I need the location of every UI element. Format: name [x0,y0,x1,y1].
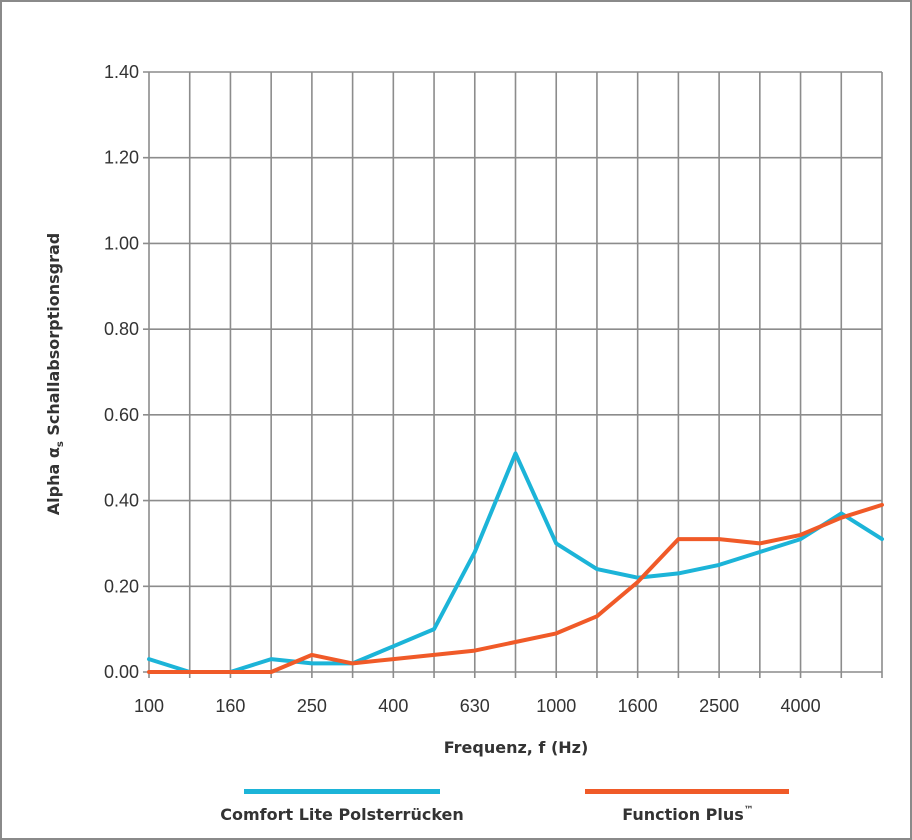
x-tick-label: 100 [134,696,164,716]
y-tick-label: 1.00 [104,233,139,253]
series-lines [147,451,884,674]
x-axis-title: Frequenz, f (Hz) [444,738,589,757]
y-tick-label: 1.40 [104,62,139,82]
x-tick-label: 630 [460,696,490,716]
legend-swatch-comfort-lite [244,789,440,794]
y-tick-label: 0.80 [104,319,139,339]
y-tick-labels: 0.00 0.20 0.40 0.60 0.80 1.00 1.20 1.40 [104,62,139,682]
y-axis-title: Alpha αs Schallabsorptionsgrad [44,233,66,516]
grid [143,71,883,678]
y-tick-label: 1.20 [104,148,139,168]
legend-label-function-plus: Function Plus™ [622,805,754,824]
legend-swatch-function-plus [585,789,789,794]
legend: Comfort Lite Polsterrücken Function Plus… [220,789,789,824]
x-tick-label: 250 [297,696,327,716]
y-tick-label: 0.40 [104,491,139,511]
y-tick-label: 0.60 [104,405,139,425]
x-tick-label: 2500 [699,696,739,716]
x-tick-label: 400 [378,696,408,716]
x-tick-labels: 100 160 250 400 630 1000 1600 2500 4000 [134,696,821,716]
y-tick-label: 0.20 [104,576,139,596]
x-tick-label: 1000 [536,696,576,716]
x-tick-label: 1600 [618,696,658,716]
x-tick-label: 4000 [781,696,821,716]
y-tick-label: 0.00 [104,662,139,682]
legend-label-comfort-lite: Comfort Lite Polsterrücken [220,805,464,824]
x-tick-label: 160 [215,696,245,716]
